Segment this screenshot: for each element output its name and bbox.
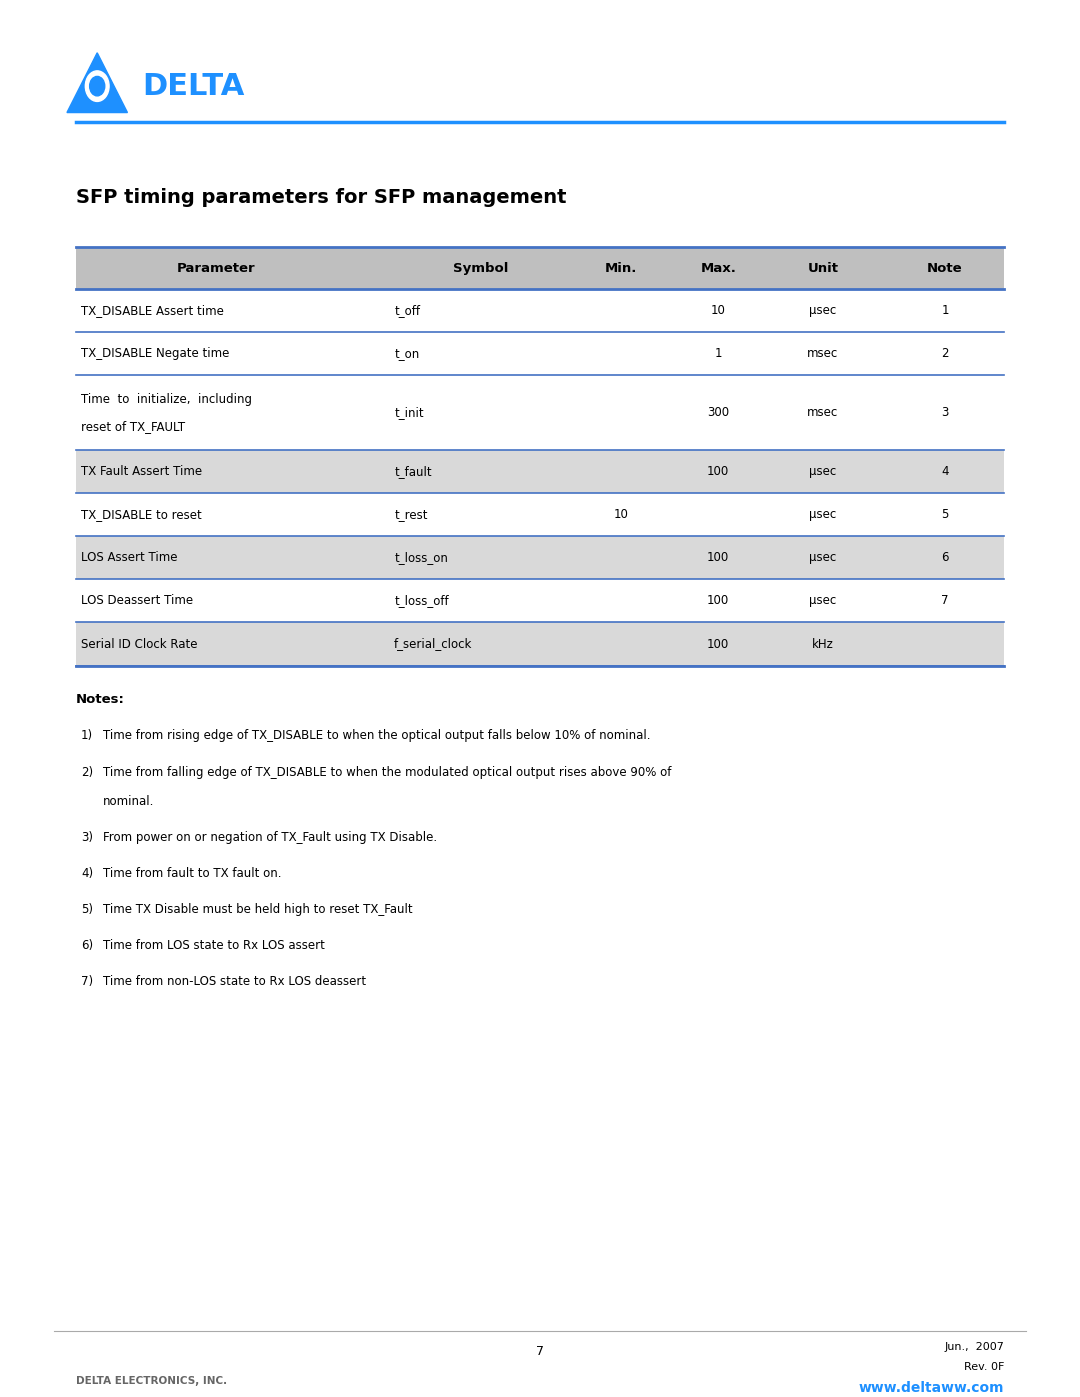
FancyBboxPatch shape	[76, 493, 1004, 536]
Text: 10: 10	[711, 305, 726, 317]
Text: 3: 3	[942, 407, 948, 419]
Text: Time from falling edge of TX_DISABLE to when the modulated optical output rises : Time from falling edge of TX_DISABLE to …	[103, 766, 671, 778]
Text: 1): 1)	[81, 729, 93, 742]
FancyBboxPatch shape	[76, 289, 1004, 332]
Text: 300: 300	[707, 407, 729, 419]
FancyBboxPatch shape	[76, 623, 1004, 665]
Text: Time  to  initialize,  including: Time to initialize, including	[81, 393, 252, 405]
Text: From power on or negation of TX_Fault using TX Disable.: From power on or negation of TX_Fault us…	[103, 831, 436, 844]
Text: Time from non-LOS state to Rx LOS deassert: Time from non-LOS state to Rx LOS deasse…	[103, 975, 366, 989]
Circle shape	[90, 77, 105, 96]
Text: μsec: μsec	[809, 595, 837, 608]
Text: SFP timing parameters for SFP management: SFP timing parameters for SFP management	[76, 187, 566, 207]
Text: f_serial_clock: f_serial_clock	[394, 637, 473, 651]
Text: t_loss_on: t_loss_on	[394, 552, 448, 564]
Text: 2: 2	[942, 346, 948, 360]
FancyBboxPatch shape	[76, 332, 1004, 376]
Text: t_on: t_on	[394, 346, 419, 360]
Text: 100: 100	[707, 552, 729, 564]
Text: LOS Assert Time: LOS Assert Time	[81, 552, 177, 564]
Text: msec: msec	[808, 346, 838, 360]
Text: t_off: t_off	[394, 305, 420, 317]
Polygon shape	[67, 53, 127, 113]
Text: 7: 7	[536, 1345, 544, 1358]
Text: t_init: t_init	[394, 407, 423, 419]
Text: t_fault: t_fault	[394, 465, 432, 478]
Text: reset of TX_FAULT: reset of TX_FAULT	[81, 419, 185, 433]
FancyBboxPatch shape	[76, 536, 1004, 580]
Text: kHz: kHz	[812, 637, 834, 651]
Text: μsec: μsec	[809, 509, 837, 521]
Text: TX_DISABLE to reset: TX_DISABLE to reset	[81, 509, 202, 521]
Text: Max.: Max.	[700, 261, 737, 275]
Text: nominal.: nominal.	[103, 795, 154, 807]
Text: 6: 6	[942, 552, 948, 564]
Text: Time from LOS state to Rx LOS assert: Time from LOS state to Rx LOS assert	[103, 939, 324, 953]
Text: 1: 1	[942, 305, 948, 317]
Text: Parameter: Parameter	[177, 261, 255, 275]
Text: 4): 4)	[81, 868, 93, 880]
Text: 7: 7	[942, 595, 948, 608]
Text: Rev. 0F: Rev. 0F	[964, 1362, 1004, 1372]
Text: Time from rising edge of TX_DISABLE to when the optical output falls below 10% o: Time from rising edge of TX_DISABLE to w…	[103, 729, 650, 742]
Text: LOS Deassert Time: LOS Deassert Time	[81, 595, 193, 608]
Text: 7): 7)	[81, 975, 93, 989]
Text: 4: 4	[942, 465, 948, 478]
Text: Min.: Min.	[605, 261, 637, 275]
Text: www.deltaww.com: www.deltaww.com	[859, 1382, 1004, 1396]
Text: Note: Note	[928, 261, 962, 275]
Text: μsec: μsec	[809, 552, 837, 564]
Text: 3): 3)	[81, 831, 93, 844]
Text: t_loss_off: t_loss_off	[394, 595, 449, 608]
FancyBboxPatch shape	[76, 580, 1004, 623]
Text: DELTA ELECTRONICS, INC.: DELTA ELECTRONICS, INC.	[76, 1376, 227, 1386]
Text: μsec: μsec	[809, 305, 837, 317]
Text: Notes:: Notes:	[76, 693, 124, 707]
Circle shape	[85, 71, 109, 102]
Text: Unit: Unit	[808, 261, 838, 275]
Text: 2): 2)	[81, 766, 93, 778]
Text: 5: 5	[942, 509, 948, 521]
FancyBboxPatch shape	[76, 376, 1004, 450]
Text: TX Fault Assert Time: TX Fault Assert Time	[81, 465, 202, 478]
Text: μsec: μsec	[809, 465, 837, 478]
Text: Time from fault to TX fault on.: Time from fault to TX fault on.	[103, 868, 281, 880]
Text: Symbol: Symbol	[453, 261, 509, 275]
Text: Serial ID Clock Rate: Serial ID Clock Rate	[81, 637, 198, 651]
Text: Jun.,  2007: Jun., 2007	[945, 1343, 1004, 1352]
Text: DELTA: DELTA	[143, 71, 245, 101]
Text: 100: 100	[707, 465, 729, 478]
Text: 6): 6)	[81, 939, 93, 953]
Text: 10: 10	[613, 509, 629, 521]
Text: Time TX Disable must be held high to reset TX_Fault: Time TX Disable must be held high to res…	[103, 902, 413, 916]
Text: TX_DISABLE Negate time: TX_DISABLE Negate time	[81, 346, 229, 360]
Text: 5): 5)	[81, 902, 93, 916]
FancyBboxPatch shape	[76, 450, 1004, 493]
Text: 1: 1	[715, 346, 721, 360]
Text: 100: 100	[707, 595, 729, 608]
Text: msec: msec	[808, 407, 838, 419]
Text: TX_DISABLE Assert time: TX_DISABLE Assert time	[81, 305, 224, 317]
FancyBboxPatch shape	[76, 247, 1004, 289]
Text: 100: 100	[707, 637, 729, 651]
Text: t_rest: t_rest	[394, 509, 428, 521]
